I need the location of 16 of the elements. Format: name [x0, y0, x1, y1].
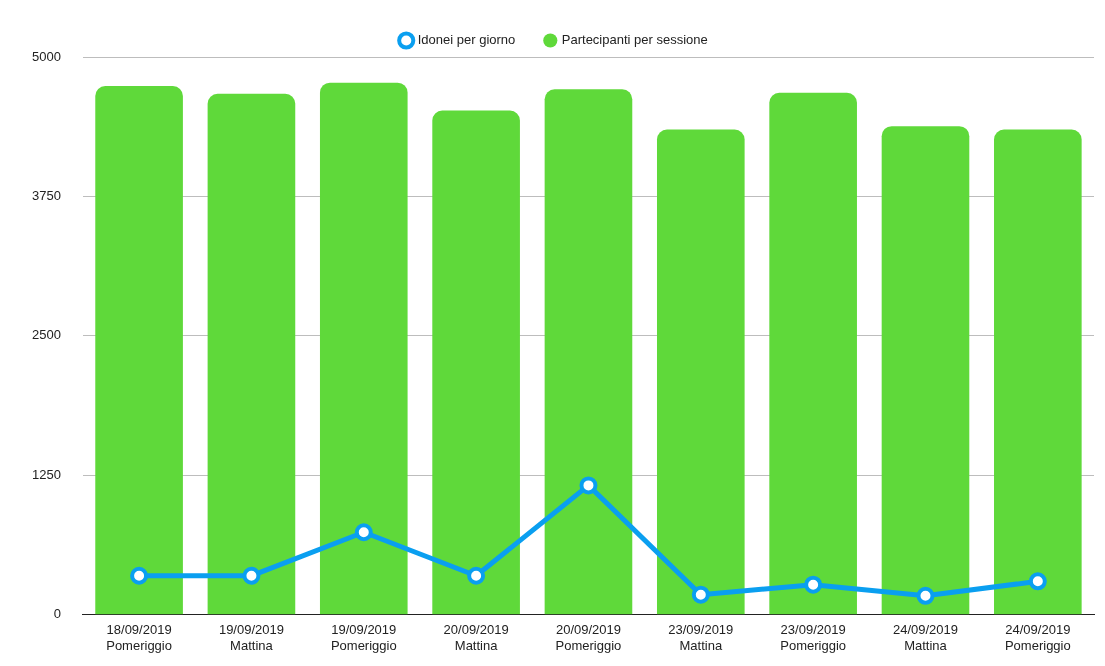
- y-tick-label: 2500: [32, 327, 61, 343]
- x-tick-label: 23/09/2019 Pomeriggio: [780, 622, 847, 653]
- x-tick-label: 23/09/2019 Mattina: [668, 622, 734, 653]
- x-tick-label: 24/09/2019 Mattina: [892, 622, 959, 653]
- y-tick-label: 0: [53, 606, 61, 622]
- x-tick-label: 19/09/2019 Pomeriggio: [330, 622, 397, 653]
- x-tick-label: 24/09/2019 Pomeriggio: [1004, 622, 1071, 653]
- x-tick-label: 20/09/2019 Mattina: [443, 622, 509, 653]
- x-tick-label: 18/09/2019 Pomeriggio: [106, 622, 172, 653]
- x-tick-label: 20/09/2019 Pomeriggio: [555, 622, 622, 653]
- y-tick-label: 5000: [32, 48, 61, 64]
- y-tick-label: 1250: [32, 466, 61, 482]
- y-tick-label: 3750: [32, 188, 61, 204]
- legend-label: Idonei per giorno: [417, 32, 516, 48]
- legend-label: Partecipanti per sessione: [561, 32, 708, 48]
- x-tick-label: 19/09/2019 Mattina: [218, 622, 284, 653]
